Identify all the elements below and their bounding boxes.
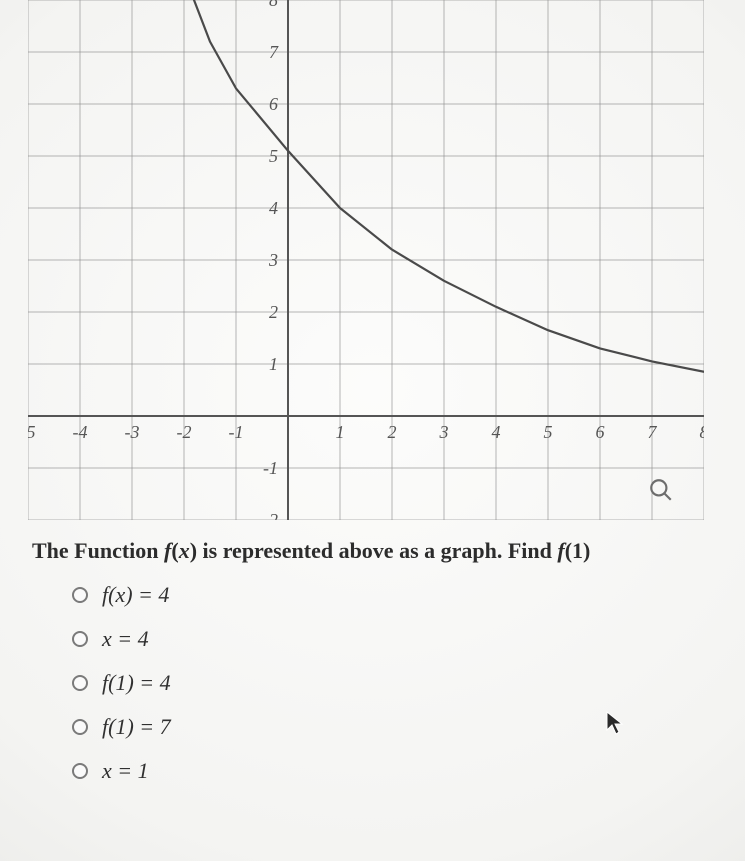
cursor-icon: [605, 710, 625, 741]
option-d[interactable]: f(1) = 7: [72, 714, 745, 740]
answer-options: f(x) = 4 x = 4 f(1) = 4 f(1) = 7 x = 1: [72, 582, 745, 784]
svg-text:2: 2: [388, 422, 397, 442]
svg-text:6: 6: [596, 422, 605, 442]
magnifier-icon: [648, 477, 674, 508]
svg-text:7: 7: [648, 422, 658, 442]
svg-text:3: 3: [268, 250, 278, 270]
radio-icon: [72, 675, 88, 691]
svg-text:4: 4: [492, 422, 501, 442]
svg-text:3: 3: [439, 422, 449, 442]
svg-text:-1: -1: [263, 458, 278, 478]
svg-text:-3: -3: [125, 422, 140, 442]
option-label: x = 1: [102, 758, 149, 784]
radio-icon: [72, 719, 88, 735]
svg-text:5: 5: [544, 422, 553, 442]
svg-text:4: 4: [269, 198, 278, 218]
svg-text:5: 5: [269, 146, 278, 166]
svg-text:-2: -2: [177, 422, 192, 442]
option-label: f(x) = 4: [102, 582, 169, 608]
radio-icon: [72, 631, 88, 647]
svg-text:-2: -2: [263, 510, 278, 520]
svg-text:2: 2: [269, 302, 278, 322]
option-a[interactable]: f(x) = 4: [72, 582, 745, 608]
option-b[interactable]: x = 4: [72, 626, 745, 652]
option-label: x = 4: [102, 626, 149, 652]
question-text: The Function f(x) is represented above a…: [32, 538, 721, 564]
radio-icon: [72, 587, 88, 603]
svg-text:-4: -4: [73, 422, 88, 442]
svg-text:8: 8: [269, 0, 278, 10]
option-c[interactable]: f(1) = 4: [72, 670, 745, 696]
svg-text:1: 1: [336, 422, 345, 442]
graph-svg: -5 -4 -3 -2 -1 1 2 3 4 5 6 7 8 -2 -1 1 2 3 4 5 6 7 8: [28, 0, 704, 520]
svg-text:-5: -5: [28, 422, 36, 442]
radio-icon: [72, 763, 88, 779]
function-graph: -5 -4 -3 -2 -1 1 2 3 4 5 6 7 8 -2 -1 1 2 3 4 5 6 7 8: [28, 0, 704, 520]
option-e[interactable]: x = 1: [72, 758, 745, 784]
svg-text:1: 1: [269, 354, 278, 374]
svg-text:6: 6: [269, 94, 278, 114]
svg-text:7: 7: [269, 42, 279, 62]
option-label: f(1) = 4: [102, 670, 171, 696]
option-label: f(1) = 7: [102, 714, 171, 740]
svg-text:8: 8: [700, 422, 705, 442]
svg-text:-1: -1: [229, 422, 244, 442]
